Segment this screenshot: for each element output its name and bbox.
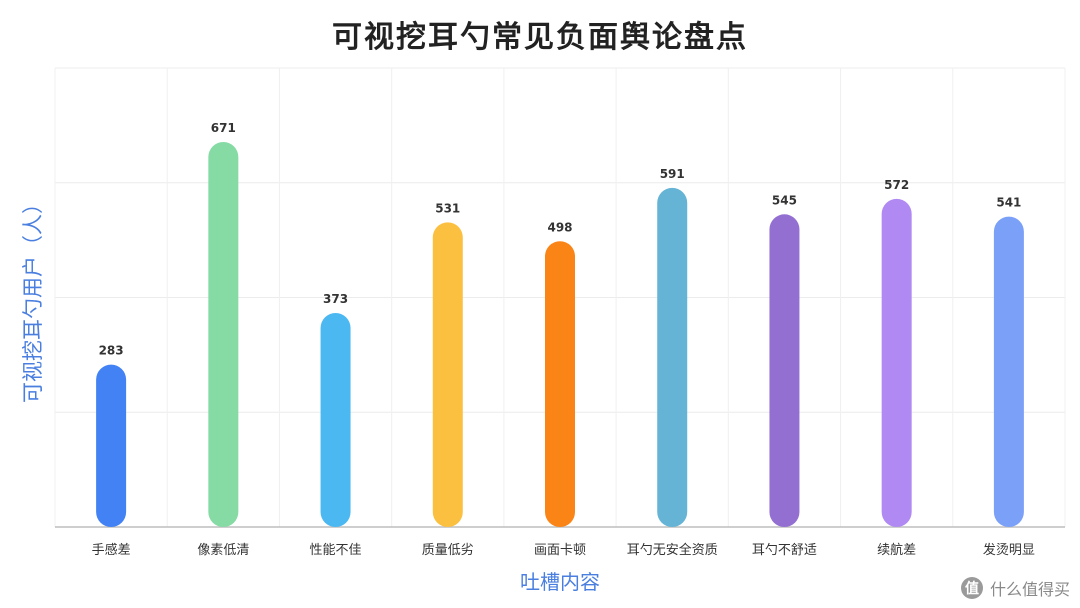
x-tick-label: 质量低劣 — [422, 543, 474, 558]
data-label: 283 — [99, 344, 124, 358]
watermark: 值 什么值得买 — [960, 576, 1070, 600]
zhihu-value-icon: 值 — [960, 577, 983, 599]
data-label: 498 — [547, 220, 572, 234]
x-axis-label: 吐槽内容 — [520, 570, 600, 594]
data-label: 541 — [996, 196, 1021, 210]
svg-text:值: 值 — [965, 580, 979, 597]
bar-layer — [96, 142, 1024, 528]
data-label: 591 — [660, 167, 685, 181]
x-tick-label: 手感差 — [92, 542, 131, 558]
x-tick-label: 性能不佳 — [310, 543, 362, 558]
data-label: 545 — [772, 193, 797, 207]
x-tick-label: 发烫明显 — [983, 542, 1035, 558]
bar-2 — [208, 142, 239, 528]
label-layer: 283 手感差 671 像素低清 373 性能不佳 531 质量低劣 498 画面卡顿 591 耳勺无… — [92, 121, 1035, 558]
bar-3 — [320, 312, 351, 527]
data-label: 373 — [323, 292, 348, 306]
chart-title: 可视挖耳勺常见负面舆论盘点 — [332, 20, 748, 55]
x-tick-label: 耳勺无安全资质 — [627, 542, 718, 558]
watermark-text: 什么值得买 — [989, 580, 1070, 599]
x-tick-label: 像素低清 — [197, 543, 249, 558]
data-label: 531 — [435, 201, 460, 215]
data-label: 572 — [884, 178, 909, 192]
bar-6 — [657, 187, 688, 527]
bar-5 — [545, 241, 575, 527]
x-tick-label: 耳勺不舒适 — [752, 543, 817, 558]
bar-9 — [993, 216, 1024, 527]
data-label: 671 — [211, 121, 236, 135]
bar-4 — [432, 222, 463, 527]
bar-7 — [769, 214, 800, 527]
bar-1 — [96, 364, 127, 527]
bar-8 — [881, 198, 912, 527]
x-tick-label: 续航差 — [877, 542, 916, 558]
x-tick-label: 画面卡顿 — [534, 543, 586, 558]
